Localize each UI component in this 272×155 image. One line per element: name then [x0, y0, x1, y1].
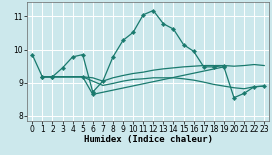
X-axis label: Humidex (Indice chaleur): Humidex (Indice chaleur): [84, 135, 213, 144]
